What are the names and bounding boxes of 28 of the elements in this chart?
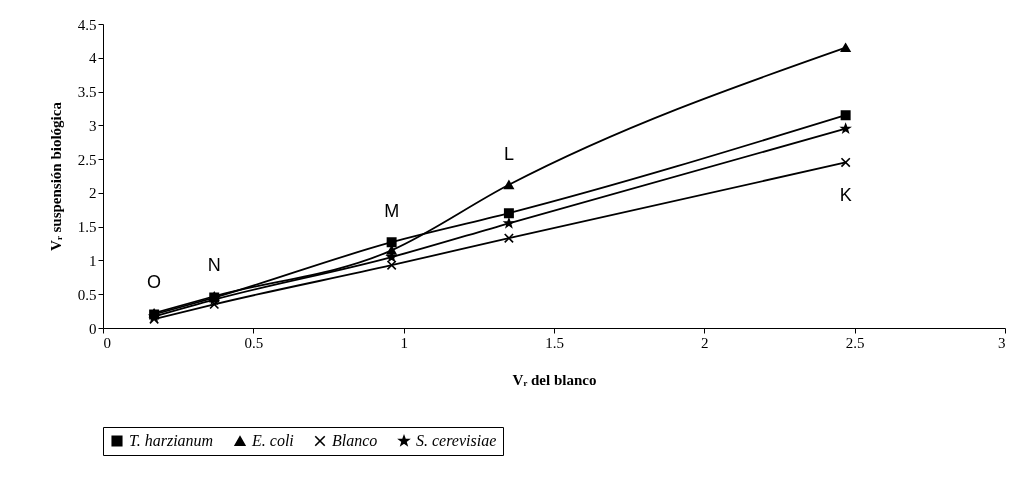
y-tick-label: 0 <box>89 320 97 337</box>
x-tick-label: 3 <box>998 334 1006 351</box>
annotation: K <box>839 185 852 206</box>
x-tick-label: 2.5 <box>845 334 865 351</box>
legend-label: E. coli <box>251 432 294 449</box>
legend-label: T. harzianum <box>129 432 214 449</box>
annotation: N <box>207 255 221 276</box>
y-tick-label: 3 <box>89 117 97 134</box>
legend-label: S. cerevisiae <box>416 432 497 449</box>
y-tick-label: 2 <box>89 185 97 202</box>
annotation: L <box>503 143 514 164</box>
y-axis-title: Vᵣ suspensión biológica <box>47 101 64 251</box>
x-tick-label: 0.5 <box>244 334 264 351</box>
x-tick-label: 0 <box>103 334 111 351</box>
annotation: O <box>147 272 162 293</box>
x-tick-label: 1 <box>400 334 408 351</box>
legend-label: Blanco <box>332 432 378 449</box>
y-tick-label: 1 <box>89 252 97 269</box>
x-axis-title: Vᵣ del blanco <box>512 371 597 388</box>
annotation: M <box>384 201 400 222</box>
y-tick-label: 4.5 <box>77 16 97 33</box>
y-tick-label: 2.5 <box>77 151 97 168</box>
y-tick-label: 1.5 <box>77 219 97 236</box>
x-tick-label: 1.5 <box>545 334 564 351</box>
y-tick-label: 3.5 <box>77 84 97 101</box>
y-tick-label: 0.5 <box>77 286 97 303</box>
x-tick-label: 2 <box>701 334 709 351</box>
y-tick-label: 4 <box>89 50 97 67</box>
